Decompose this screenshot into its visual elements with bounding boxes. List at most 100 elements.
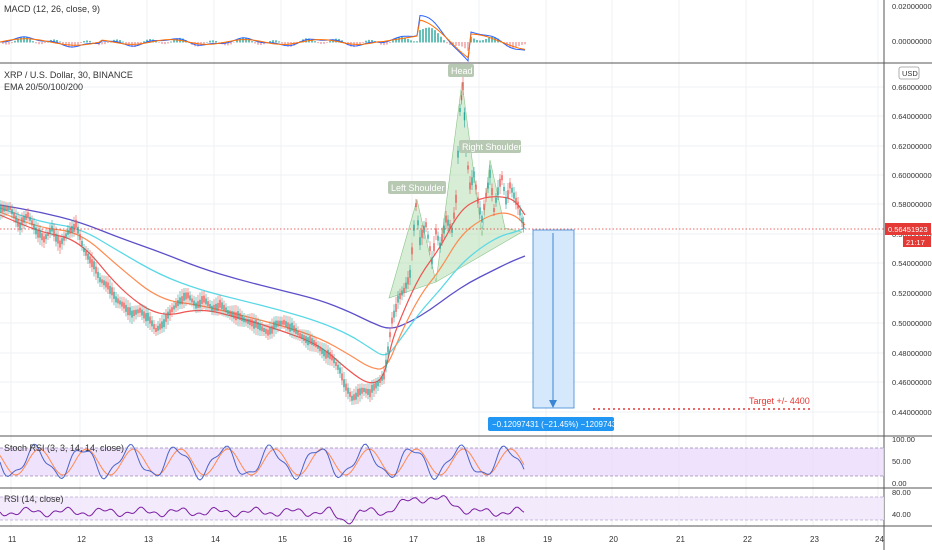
macd-bar (245, 37, 247, 43)
candle-body (429, 246, 431, 252)
candle-body (271, 325, 273, 334)
stoch-rsi-pane[interactable]: Stoch RSI (3, 3, 14, 14, close) 100.00 5… (0, 435, 915, 488)
macd-bar (437, 33, 439, 43)
candle-body (7, 206, 9, 211)
macd-bar (518, 42, 520, 47)
candle-body (37, 229, 39, 238)
candle-body (47, 232, 49, 236)
candle-body (83, 248, 85, 252)
candle-body (503, 187, 505, 191)
candle-body (521, 217, 523, 223)
candle-body (213, 304, 215, 311)
candle-body (411, 247, 413, 255)
macd-bar (140, 42, 142, 44)
time-tick: 20 (609, 535, 618, 544)
time-tick: 12 (77, 535, 86, 544)
candle-body (61, 238, 63, 245)
candle-body (319, 346, 321, 352)
candle-body (3, 205, 5, 212)
ema-50-line[interactable] (0, 211, 526, 370)
candle-body (323, 349, 325, 357)
head-label-bg (448, 64, 474, 77)
candle-body (137, 309, 139, 314)
candle-body (111, 287, 113, 296)
macd-bar (521, 42, 523, 45)
candle-body (127, 307, 129, 316)
candle-body (267, 329, 269, 336)
candle-body (371, 384, 373, 393)
macd-bar (62, 42, 64, 45)
macd-bar (323, 42, 325, 44)
candle-body (0, 204, 1, 213)
ema-200-line[interactable] (0, 204, 526, 329)
candle-body (339, 367, 341, 374)
stoch-band (0, 448, 884, 476)
candle-body (509, 182, 511, 189)
time-tick: 17 (409, 535, 418, 544)
candle-body (181, 296, 183, 305)
macd-bar (368, 39, 370, 43)
candle-body (153, 324, 155, 330)
ema-100-line[interactable] (0, 207, 526, 356)
candle-body (383, 372, 385, 380)
candle-body (65, 233, 67, 238)
macd-bar (278, 41, 280, 43)
macd-pane[interactable]: MACD (12, 26, close, 9) 0.02000000 0.000… (0, 2, 932, 63)
currency-badge[interactable] (898, 66, 920, 80)
time-tick: 14 (211, 535, 220, 544)
candle-body (225, 307, 227, 313)
price-pane[interactable]: XRP / U.S. Dollar, 30, BINANCE EMA 20/50… (0, 64, 932, 431)
candle-body (233, 311, 235, 319)
macd-bar (122, 41, 124, 43)
macd-bar (77, 42, 79, 45)
macd-bar (440, 36, 442, 43)
macd-bar (74, 42, 76, 47)
candle-body (19, 222, 21, 231)
candle-body (369, 389, 371, 398)
candle-body (231, 311, 233, 318)
macd-bar (227, 42, 229, 46)
rsi-tick: 80.00 (892, 488, 911, 497)
symbol-title: XRP / U.S. Dollar, 30, BINANCE (4, 70, 133, 80)
candle-body (135, 309, 137, 315)
candle-body (185, 292, 187, 300)
candle-body (401, 290, 403, 296)
macd-bar (461, 42, 463, 47)
macd-bar (512, 42, 514, 49)
candle-body (477, 197, 479, 204)
macd-bar (56, 39, 58, 43)
time-axis[interactable]: 11 12 13 14 15 16 17 18 19 20 21 22 23 24 (8, 535, 884, 544)
candle-body (195, 302, 197, 309)
candle-body (409, 269, 411, 278)
candle-body (417, 220, 419, 226)
rsi-pane[interactable]: RSI (14, close) 80.00 40.00 (0, 488, 911, 525)
candle-body (353, 394, 355, 401)
macd-bar (125, 42, 127, 45)
candle-body (161, 321, 163, 329)
candle-body (462, 82, 464, 91)
candle-body (143, 311, 145, 319)
macd-bar (344, 42, 346, 43)
macd-bar (155, 40, 157, 43)
candle-body (479, 207, 481, 215)
candle-body (351, 395, 353, 401)
candle-body (217, 302, 219, 311)
ema-20-line[interactable] (0, 196, 526, 384)
macd-bar (80, 42, 82, 43)
macd-bar (425, 27, 427, 43)
candle-body (443, 225, 445, 234)
macd-tick: 0.02000000 (892, 2, 932, 11)
candle-body (205, 298, 207, 305)
candle-body (11, 209, 13, 215)
macd-bar (305, 38, 307, 43)
macd-bar (158, 42, 160, 43)
candle-body (349, 391, 351, 397)
candle-body (413, 224, 415, 231)
candle-body (341, 373, 343, 381)
time-tick: 22 (743, 535, 752, 544)
candle-body (115, 296, 117, 303)
macd-bar (404, 37, 406, 43)
candle-body (257, 322, 259, 330)
candle-body (333, 358, 335, 364)
